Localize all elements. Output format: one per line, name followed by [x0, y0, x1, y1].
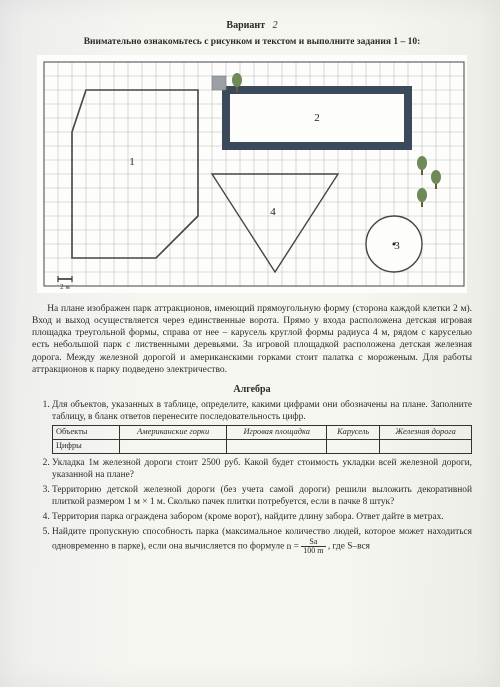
task-3: Территорию детской железной дороги (без …: [52, 484, 472, 508]
description-paragraph: На плане изображен парк аттракционов, им…: [32, 303, 472, 376]
worksheet-page: { "header": { "variant_label": "Вариант"…: [0, 0, 500, 687]
task-5: Найдите пропускную способность парка (ма…: [52, 526, 472, 555]
section-algebra: Алгебра: [32, 384, 472, 395]
svg-text:3: 3: [394, 240, 400, 252]
variant-title: Вариант 2: [32, 20, 472, 31]
row-label-digits: Цифры: [53, 440, 120, 454]
park-diagram: 1 2 4 3 2 м: [37, 55, 467, 293]
fraction-den: 100 m: [301, 547, 325, 555]
col-header: Карусель: [327, 426, 380, 440]
svg-text:4: 4: [270, 206, 276, 218]
formula-lhs: n =: [287, 542, 299, 552]
task-5-formula: n = Sa 100 m: [287, 542, 328, 552]
cell-blank[interactable]: [380, 440, 472, 454]
col-header: Американские горки: [120, 426, 227, 440]
objects-table: Объекты Американские горки Игровая площа…: [52, 425, 472, 454]
task-5-text-b: , где S–вся: [328, 542, 370, 552]
row-label-objects: Объекты: [53, 426, 120, 440]
table-row: Объекты Американские горки Игровая площа…: [53, 426, 472, 440]
task-1: Для объектов, указанных в таблице, опред…: [52, 399, 472, 454]
cell-blank[interactable]: [227, 440, 327, 454]
table-row: Цифры: [53, 440, 472, 454]
instruction: Внимательно ознакомьтесь с рисунком и те…: [32, 37, 472, 47]
task-2: Укладка 1м железной дороги стоит 2500 ру…: [52, 457, 472, 481]
task-4: Территория парка ограждена забором (кром…: [52, 511, 472, 523]
variant-label: Вариант: [226, 20, 265, 31]
task-1-text: Для объектов, указанных в таблице, опред…: [52, 400, 472, 422]
cell-blank[interactable]: [327, 440, 380, 454]
col-header: Железная дорога: [380, 426, 472, 440]
cell-blank[interactable]: [120, 440, 227, 454]
task-list: Для объектов, указанных в таблице, опред…: [32, 399, 472, 555]
fraction: Sa 100 m: [301, 538, 325, 555]
task-5-text-a: Найдите пропускную способность парка (ма…: [52, 527, 472, 552]
col-header: Игровая площадка: [227, 426, 327, 440]
variant-number: 2: [273, 20, 278, 31]
svg-text:2 м: 2 м: [60, 283, 70, 291]
diagram-wrap: 1 2 4 3 2 м: [32, 55, 472, 293]
svg-text:1: 1: [129, 156, 135, 168]
svg-text:2: 2: [314, 112, 320, 124]
